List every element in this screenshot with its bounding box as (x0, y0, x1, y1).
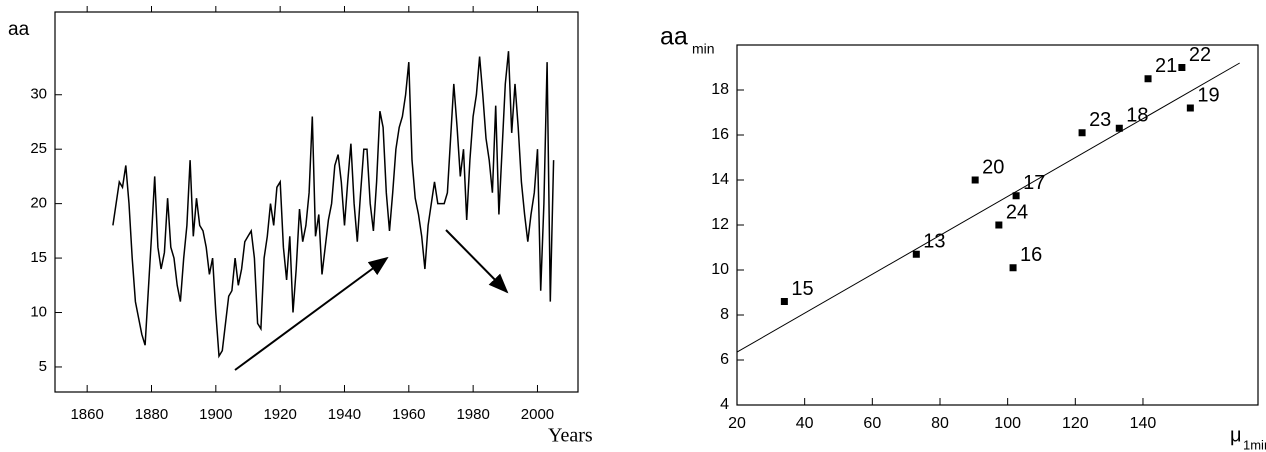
y-tick-label: 25 (30, 140, 47, 157)
y-tick-label: 8 (720, 306, 729, 323)
y-tick-label: 14 (711, 171, 729, 188)
trend-arrow (445, 229, 509, 294)
y-axis-label: aa (8, 19, 30, 40)
point-label: 13 (923, 231, 945, 253)
x-tick-label: 1940 (328, 406, 361, 423)
x-tick-label: 80 (931, 415, 949, 432)
x-axis-label-subscript: 1min (1243, 437, 1266, 452)
y-tick-label: 16 (711, 126, 729, 143)
point (995, 221, 1003, 229)
y-tick-label: 20 (30, 195, 47, 212)
y-tick-label: 10 (30, 303, 47, 320)
y-axis-label: aa (660, 23, 688, 51)
y-tick-label: 6 (720, 351, 729, 368)
y-tick-label: 5 (39, 358, 47, 375)
y-tick-label: 15 (30, 249, 47, 266)
x-tick-label: 1860 (70, 406, 103, 423)
plot-frame (54, 11, 579, 393)
x-tick-label: 60 (863, 415, 881, 432)
y-tick-label: 30 (30, 86, 47, 103)
point (1009, 264, 1017, 272)
x-tick-label: 20 (728, 415, 746, 432)
trend-arrow (234, 256, 389, 371)
fit-line (736, 62, 1240, 353)
point-label: 21 (1155, 55, 1177, 77)
point (1078, 129, 1086, 137)
x-tick-label: 140 (1130, 415, 1157, 432)
point-label: 23 (1089, 109, 1111, 131)
x-tick-label: 40 (796, 415, 814, 432)
point-label: 18 (1126, 105, 1148, 127)
point (1012, 192, 1020, 200)
y-tick-label: 12 (711, 216, 729, 233)
point (971, 176, 979, 184)
point-label: 16 (1020, 244, 1042, 266)
x-tick-label: 100 (994, 415, 1021, 432)
point (912, 250, 920, 258)
x-tick-label: 120 (1062, 415, 1089, 432)
point (1178, 64, 1186, 71)
point-label: 15 (791, 278, 813, 300)
point (1186, 104, 1194, 112)
point (780, 298, 788, 305)
point-label: 20 (982, 156, 1004, 178)
point (1144, 75, 1152, 83)
y-tick-label: 18 (711, 81, 729, 98)
y-tick-label: 4 (720, 396, 729, 413)
x-axis-label: μ (1230, 424, 1242, 446)
point-label: 24 (1006, 201, 1028, 223)
point (1115, 124, 1123, 132)
x-tick-label: 1960 (392, 406, 425, 423)
x-tick-label: 1920 (263, 406, 296, 423)
x-tick-label: 1880 (135, 406, 168, 423)
point-label: 17 (1023, 172, 1045, 194)
y-tick-label: 10 (711, 261, 729, 278)
x-axis-label: Years (548, 425, 593, 447)
point-label: 22 (1189, 44, 1211, 66)
x-tick-label: 1980 (456, 406, 489, 423)
x-tick-label: 2000 (521, 406, 554, 423)
y-axis-label-subscript: min (692, 41, 715, 57)
point-label: 19 (1197, 84, 1219, 106)
data-line (112, 51, 555, 359)
x-tick-label: 1900 (199, 406, 232, 423)
